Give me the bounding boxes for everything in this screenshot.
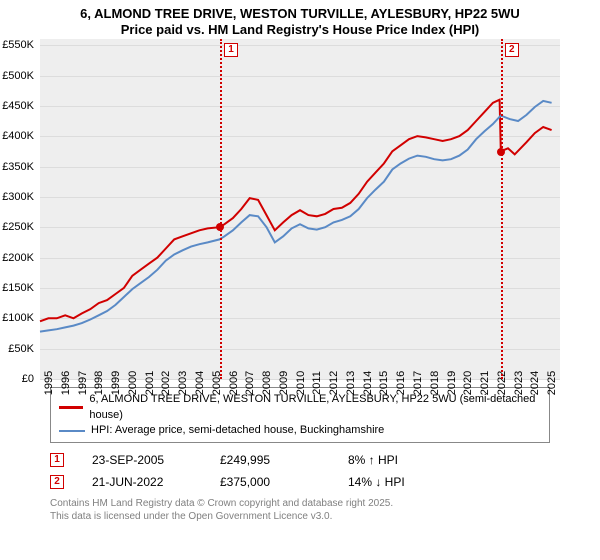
x-tick-label: 2000: [127, 371, 139, 395]
event-change: 8% ↑ HPI: [348, 453, 448, 467]
footer: Contains HM Land Registry data © Crown c…: [50, 497, 600, 523]
x-tick-label: 1998: [93, 371, 105, 395]
event-vline-2: [501, 39, 503, 379]
y-tick-label: £350K: [2, 161, 34, 173]
x-tick-label: 2014: [362, 371, 374, 395]
x-tick-label: 2007: [244, 371, 256, 395]
chart-lines: [40, 39, 560, 379]
event-dot: [497, 148, 505, 156]
x-tick-label: 2004: [194, 371, 206, 395]
event-table: 1 23-SEP-2005 £249,995 8% ↑ HPI 2 21-JUN-2022…: [50, 453, 600, 489]
y-tick-label: £150K: [2, 282, 34, 294]
x-tick-label: 2021: [479, 371, 491, 395]
x-tick-label: 2008: [261, 371, 273, 395]
y-tick-label: £400K: [2, 130, 34, 142]
chart-plot-area: £0£50K£100K£150K£200K£250K£300K£350K£400…: [40, 39, 560, 379]
event-marker-2: 2: [505, 43, 519, 57]
x-tick-label: 2003: [177, 371, 189, 395]
chart-legend: 6, ALMOND TREE DRIVE, WESTON TURVILLE, A…: [50, 387, 550, 443]
title-block: 6, ALMOND TREE DRIVE, WESTON TURVILLE, A…: [0, 0, 600, 39]
x-tick-label: 2017: [412, 371, 424, 395]
event-row: 2 21-JUN-2022 £375,000 14% ↓ HPI: [50, 475, 600, 489]
chart-container: 6, ALMOND TREE DRIVE, WESTON TURVILLE, A…: [0, 0, 600, 560]
event-marker-1: 1: [224, 43, 238, 57]
x-tick-label: 2012: [328, 371, 340, 395]
x-tick-label: 2018: [429, 371, 441, 395]
legend-swatch: [59, 406, 83, 409]
x-tick-label: 2019: [446, 371, 458, 395]
y-tick-label: £250K: [2, 221, 34, 233]
x-tick-label: 1996: [60, 371, 72, 395]
legend-swatch: [59, 430, 85, 432]
y-tick-label: £50K: [8, 343, 34, 355]
event-change: 14% ↓ HPI: [348, 475, 448, 489]
x-tick-label: 2024: [529, 371, 541, 395]
event-dot: [216, 223, 224, 231]
x-tick-label: 2011: [311, 371, 323, 395]
y-tick-label: £450K: [2, 100, 34, 112]
x-tick-label: 2015: [378, 371, 390, 395]
x-tick-label: 2020: [462, 371, 474, 395]
y-tick-label: £100K: [2, 312, 34, 324]
series-price_paid: [40, 100, 552, 322]
footer-line-1: Contains HM Land Registry data © Crown c…: [50, 497, 600, 510]
legend-row: HPI: Average price, semi-detached house,…: [59, 423, 541, 438]
title-line-1: 6, ALMOND TREE DRIVE, WESTON TURVILLE, A…: [0, 6, 600, 22]
legend-row: 6, ALMOND TREE DRIVE, WESTON TURVILLE, A…: [59, 392, 541, 423]
footer-line-2: This data is licensed under the Open Gov…: [50, 510, 600, 523]
x-tick-label: 2002: [160, 371, 172, 395]
x-tick-label: 2013: [345, 371, 357, 395]
event-row: 1 23-SEP-2005 £249,995 8% ↑ HPI: [50, 453, 600, 467]
x-tick-label: 2006: [228, 371, 240, 395]
y-tick-label: £550K: [2, 39, 34, 51]
x-tick-label: 2010: [295, 371, 307, 395]
x-tick-label: 2016: [395, 371, 407, 395]
event-row-marker: 1: [50, 453, 64, 467]
y-tick-label: £500K: [2, 70, 34, 82]
y-tick-label: £0: [22, 373, 34, 385]
y-tick-label: £200K: [2, 252, 34, 264]
legend-label: HPI: Average price, semi-detached house,…: [91, 423, 384, 438]
event-date: 23-SEP-2005: [92, 453, 192, 467]
x-tick-label: 1997: [77, 371, 89, 395]
title-line-2: Price paid vs. HM Land Registry's House …: [0, 22, 600, 38]
x-tick-label: 2025: [546, 371, 558, 395]
legend-label: 6, ALMOND TREE DRIVE, WESTON TURVILLE, A…: [89, 392, 541, 423]
x-tick-label: 1999: [110, 371, 122, 395]
event-vline-1: [220, 39, 222, 379]
y-tick-label: £300K: [2, 191, 34, 203]
event-row-marker: 2: [50, 475, 64, 489]
x-tick-label: 2023: [513, 371, 525, 395]
event-price: £249,995: [220, 453, 320, 467]
x-tick-label: 2009: [278, 371, 290, 395]
x-tick-label: 1995: [43, 371, 55, 395]
event-date: 21-JUN-2022: [92, 475, 192, 489]
series-hpi: [40, 101, 552, 332]
event-price: £375,000: [220, 475, 320, 489]
x-tick-label: 2001: [144, 371, 156, 395]
